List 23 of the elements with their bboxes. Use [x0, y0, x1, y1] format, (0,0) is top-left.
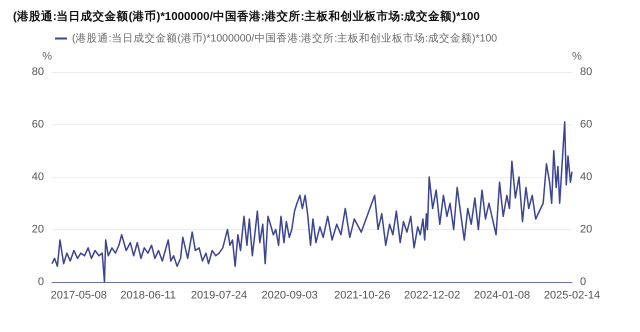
- x-tick-label: 2020-09-03: [262, 290, 318, 302]
- x-tick-label: 2018-06-11: [120, 290, 176, 302]
- x-tick-label: 2019-07-24: [190, 290, 248, 302]
- x-tick-label: 2022-12-02: [404, 290, 460, 302]
- y-tick-label: 60: [32, 118, 44, 130]
- x-tick-label: 2025-02-14: [544, 290, 600, 302]
- y-axis-title: %: [42, 50, 52, 62]
- y2-tick-label: 80: [580, 66, 592, 78]
- y2-tick-label: 0: [580, 276, 586, 288]
- x-tick-label: 2021-10-26: [334, 290, 390, 302]
- y2-axis-title: %: [572, 50, 582, 62]
- y-tick-label: 0: [38, 276, 44, 288]
- y2-tick-label: 60: [580, 118, 592, 130]
- legend-label: (港股通:当日成交金额(港币)*1000000/中国香港:港交所:主板和创业板市场:成交金额)*100: [72, 32, 498, 44]
- y2-tick-label: 20: [580, 224, 592, 236]
- x-tick-label: 2024-01-08: [474, 290, 530, 302]
- y-tick-label: 80: [32, 66, 44, 78]
- y-tick-label: 20: [32, 224, 44, 236]
- chart-title: (港股通:当日成交金额(港币)*1000000/中国香港:港交所:主板和创业板市场:成交金额)*100: [13, 9, 480, 23]
- x-tick-label: 2017-05-08: [50, 290, 107, 302]
- line-series: [51, 121, 573, 283]
- y2-tick-label: 40: [580, 171, 592, 183]
- y-tick-label: 40: [32, 171, 44, 183]
